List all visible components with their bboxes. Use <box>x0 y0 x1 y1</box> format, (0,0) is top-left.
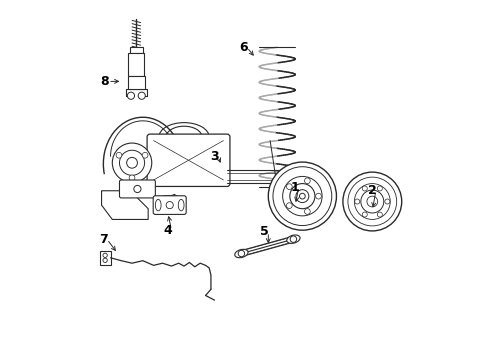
Circle shape <box>355 199 360 204</box>
Text: 5: 5 <box>260 225 269 238</box>
Circle shape <box>362 186 368 191</box>
Circle shape <box>238 250 245 257</box>
Circle shape <box>316 193 321 199</box>
Circle shape <box>296 190 309 203</box>
Circle shape <box>134 185 141 193</box>
Bar <box>130 47 143 53</box>
Circle shape <box>142 152 148 158</box>
Circle shape <box>362 212 368 217</box>
Text: 6: 6 <box>239 41 247 54</box>
FancyBboxPatch shape <box>153 196 186 215</box>
Ellipse shape <box>155 199 161 211</box>
FancyBboxPatch shape <box>147 134 230 186</box>
Text: 7: 7 <box>99 233 108 246</box>
Ellipse shape <box>235 249 248 258</box>
Circle shape <box>290 184 315 209</box>
Circle shape <box>367 196 378 207</box>
Polygon shape <box>100 251 111 265</box>
Circle shape <box>377 212 382 217</box>
Circle shape <box>269 162 337 230</box>
Text: 8: 8 <box>100 75 109 88</box>
Circle shape <box>287 203 292 208</box>
Circle shape <box>299 193 305 199</box>
FancyBboxPatch shape <box>120 180 155 198</box>
Text: 2: 2 <box>368 184 377 197</box>
Circle shape <box>103 258 107 262</box>
Circle shape <box>166 202 173 209</box>
Circle shape <box>354 184 390 220</box>
Circle shape <box>377 186 382 191</box>
Circle shape <box>126 157 137 168</box>
Circle shape <box>283 176 322 216</box>
Circle shape <box>127 92 135 99</box>
Circle shape <box>304 178 310 184</box>
Bar <box>128 53 144 76</box>
Ellipse shape <box>178 199 184 211</box>
Circle shape <box>116 152 122 158</box>
Circle shape <box>112 143 152 183</box>
Circle shape <box>348 177 397 226</box>
Circle shape <box>103 253 107 257</box>
Text: 3: 3 <box>210 150 219 163</box>
Circle shape <box>385 199 390 204</box>
Polygon shape <box>101 191 148 220</box>
Circle shape <box>273 167 332 226</box>
Circle shape <box>287 184 292 189</box>
Circle shape <box>120 150 145 175</box>
Circle shape <box>129 175 135 181</box>
Bar <box>128 76 145 89</box>
Text: 1: 1 <box>291 181 299 194</box>
Circle shape <box>304 208 310 214</box>
Text: 4: 4 <box>164 224 172 237</box>
Circle shape <box>290 236 296 242</box>
Circle shape <box>138 92 146 99</box>
Circle shape <box>361 190 384 213</box>
Ellipse shape <box>287 235 300 243</box>
Circle shape <box>343 172 402 231</box>
